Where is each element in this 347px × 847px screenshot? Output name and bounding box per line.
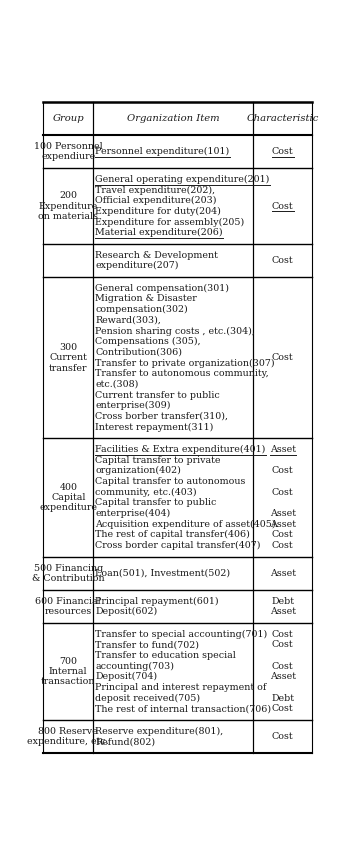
Text: Cost: Cost — [272, 530, 294, 540]
Text: Pension sharing costs , etc.(304),: Pension sharing costs , etc.(304), — [95, 326, 255, 335]
Text: Transfer to education special: Transfer to education special — [95, 651, 236, 660]
Text: Travel expenditure(202),: Travel expenditure(202), — [95, 185, 215, 195]
Text: Cost: Cost — [272, 202, 294, 211]
Text: Transfer to special accounting(701): Transfer to special accounting(701) — [95, 629, 268, 639]
Text: Transfer to fund(702): Transfer to fund(702) — [95, 640, 199, 650]
Text: Cost: Cost — [272, 629, 294, 639]
Text: Transfer to private organization(307): Transfer to private organization(307) — [95, 358, 275, 368]
Text: Debt: Debt — [271, 694, 294, 703]
Text: Research & Development: Research & Development — [95, 251, 218, 260]
Text: Expenditure for assembly(205): Expenditure for assembly(205) — [95, 218, 245, 227]
Text: Asset: Asset — [270, 520, 296, 529]
Text: Organization Item: Organization Item — [127, 113, 219, 123]
Text: Migration & Disaster: Migration & Disaster — [95, 295, 197, 303]
Text: Capital transfer to autonomous: Capital transfer to autonomous — [95, 477, 246, 486]
Text: Principal and interest repayment of: Principal and interest repayment of — [95, 683, 266, 692]
Text: 400
Capital
expenditure: 400 Capital expenditure — [39, 483, 97, 512]
Text: Interest repayment(311): Interest repayment(311) — [95, 423, 214, 432]
Text: Capital transfer to public: Capital transfer to public — [95, 498, 217, 507]
Text: Personnel expenditure(101): Personnel expenditure(101) — [95, 147, 229, 156]
Text: 300
Current
transfer: 300 Current transfer — [49, 343, 87, 373]
Text: Cost: Cost — [272, 732, 294, 741]
Text: Cost: Cost — [272, 488, 294, 496]
Text: Facilities & Extra expenditure(401): Facilities & Extra expenditure(401) — [95, 445, 266, 454]
Text: expenditure(207): expenditure(207) — [95, 262, 179, 270]
Text: Cross border capital transfer(407): Cross border capital transfer(407) — [95, 541, 261, 550]
Text: enterprise(404): enterprise(404) — [95, 509, 170, 518]
Text: deposit received(705): deposit received(705) — [95, 694, 201, 703]
Text: Loan(501), Investment(502): Loan(501), Investment(502) — [95, 569, 230, 578]
Text: etc.(308): etc.(308) — [95, 379, 139, 389]
Text: Capital transfer to private: Capital transfer to private — [95, 456, 221, 465]
Text: Asset: Asset — [270, 673, 296, 681]
Text: The rest of capital transfer(406): The rest of capital transfer(406) — [95, 530, 250, 540]
Text: 200
Expenditure
on materials: 200 Expenditure on materials — [38, 191, 98, 221]
Text: 700
Internal
transaction: 700 Internal transaction — [41, 656, 95, 686]
Text: Group: Group — [52, 113, 84, 123]
Text: Reward(303),: Reward(303), — [95, 316, 161, 325]
Text: Cost: Cost — [272, 256, 294, 265]
Text: Current transfer to public: Current transfer to public — [95, 390, 220, 400]
Text: Compensations (305),: Compensations (305), — [95, 337, 201, 346]
Text: Contribution(306): Contribution(306) — [95, 348, 182, 357]
Text: General operating expenditure(201): General operating expenditure(201) — [95, 174, 270, 184]
Text: Cross borber transfer(310),: Cross borber transfer(310), — [95, 412, 228, 421]
Text: Asset: Asset — [270, 569, 296, 578]
Text: Deposit(704): Deposit(704) — [95, 673, 158, 681]
Text: Reserve expenditure(801),: Reserve expenditure(801), — [95, 727, 223, 736]
Text: 600 Financial
resources: 600 Financial resources — [35, 596, 101, 616]
Text: Material expenditure(206): Material expenditure(206) — [95, 228, 223, 237]
Text: Refund(802): Refund(802) — [95, 738, 155, 746]
Text: Deposit(602): Deposit(602) — [95, 607, 158, 617]
Text: Asset: Asset — [270, 509, 296, 518]
Text: Expenditure for duty(204): Expenditure for duty(204) — [95, 207, 221, 216]
Text: organization(402): organization(402) — [95, 466, 181, 475]
Text: Acquisition expenditure of asset(405): Acquisition expenditure of asset(405) — [95, 519, 276, 529]
Text: Cost: Cost — [272, 541, 294, 550]
Text: Official expenditure(203): Official expenditure(203) — [95, 197, 217, 205]
Text: The rest of internal transaction(706): The rest of internal transaction(706) — [95, 705, 271, 713]
Text: Cost: Cost — [272, 353, 294, 363]
Text: compensation(302): compensation(302) — [95, 305, 188, 314]
Text: Cost: Cost — [272, 467, 294, 475]
Text: community, etc.(403): community, etc.(403) — [95, 488, 197, 496]
Text: accounting(703): accounting(703) — [95, 662, 174, 671]
Text: Transfer to autonomous community,: Transfer to autonomous community, — [95, 369, 269, 379]
Text: 100 Personnel
expendiure: 100 Personnel expendiure — [34, 142, 103, 162]
Text: Cost: Cost — [272, 705, 294, 713]
Text: Characteristic: Characteristic — [246, 113, 319, 123]
Text: 500 Financing
& Contribution: 500 Financing & Contribution — [32, 563, 104, 583]
Text: Cost: Cost — [272, 640, 294, 650]
Text: 800 Reserve
expenditure, etc.: 800 Reserve expenditure, etc. — [27, 727, 109, 746]
Text: Asset: Asset — [270, 607, 296, 617]
Text: Debt: Debt — [271, 596, 294, 606]
Text: Cost: Cost — [272, 662, 294, 671]
Text: enterprise(309): enterprise(309) — [95, 401, 171, 410]
Text: Asset: Asset — [270, 445, 296, 454]
Text: Cost: Cost — [272, 147, 294, 156]
Text: Principal repayment(601): Principal repayment(601) — [95, 596, 219, 606]
Text: General compensation(301): General compensation(301) — [95, 284, 229, 293]
